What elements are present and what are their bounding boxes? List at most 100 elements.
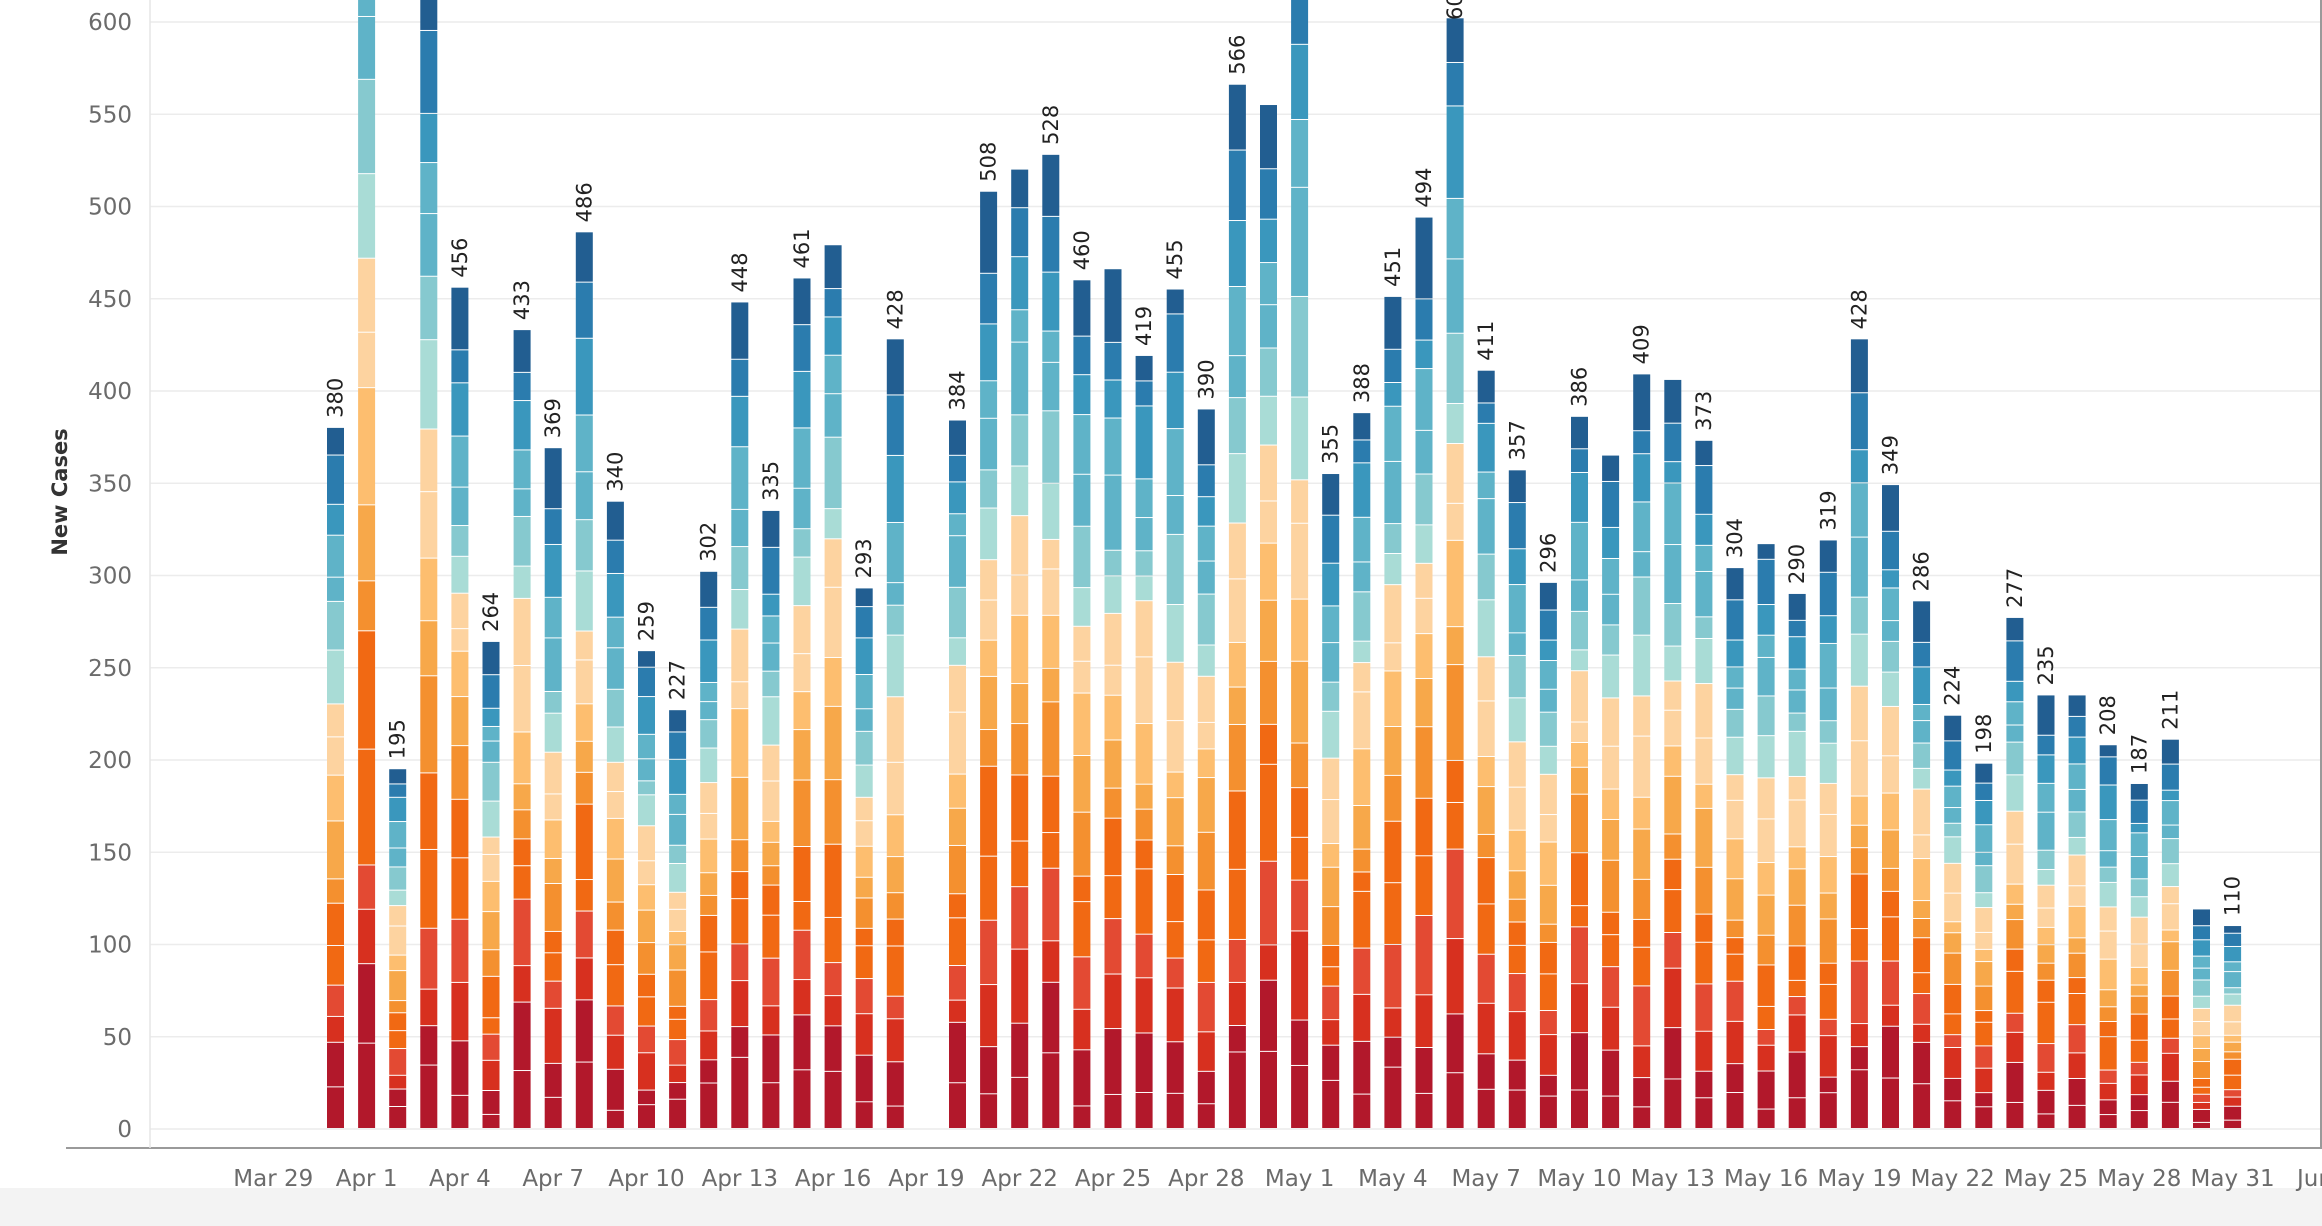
bar-segment: [1726, 775, 1744, 800]
bar-segment: [2006, 742, 2024, 775]
bar-segment: [1353, 1094, 1371, 1128]
bar-segment: [700, 1060, 718, 1083]
bar-segment: [1228, 221, 1246, 287]
bar-segment: [762, 1035, 780, 1083]
bar-segment: [762, 915, 780, 958]
bar-segment: [1602, 1050, 1620, 1096]
x-tick-label: Apr 1: [336, 1166, 398, 1192]
bar-segment: [949, 808, 966, 845]
bar-segment: [2068, 789, 2086, 812]
bar-segment: [1322, 967, 1340, 986]
bar-segment: [1695, 440, 1713, 466]
bar-segment: [1539, 924, 1557, 942]
bar-segment: [1757, 1006, 1775, 1029]
bar-segment: [2224, 1090, 2242, 1097]
bar-segment: [2161, 942, 2179, 970]
bar-segment: [575, 660, 593, 704]
bar-segment: [1633, 431, 1651, 454]
bar-stack: [420, 0, 438, 1128]
bar-segment: [2193, 1109, 2210, 1122]
bar-segment: [1322, 1020, 1340, 1045]
bar-segment: [762, 1006, 780, 1035]
bar-segment: [2006, 1102, 2024, 1128]
bar-segment: [1788, 731, 1806, 776]
bar-segment: [700, 952, 718, 1000]
bar-segment: [1477, 554, 1495, 600]
bar-segment: [855, 1055, 873, 1102]
bar-segment: [1228, 791, 1246, 869]
bar-segment: [389, 906, 407, 926]
bar-segment: [1726, 879, 1744, 920]
bar-segment: [1415, 727, 1433, 798]
bar-stack: [793, 278, 811, 1128]
bar-segment: [606, 1006, 624, 1035]
bar-segment: [1539, 712, 1557, 746]
bar-segment: [1011, 841, 1029, 887]
bar-segment: [420, 928, 438, 989]
bar-segment: [1384, 461, 1402, 524]
bar-segment: [327, 535, 344, 577]
bar-segment: [1104, 788, 1122, 818]
bar-segment: [482, 675, 500, 708]
bar-stack: [762, 510, 780, 1128]
bar-segment: [1508, 787, 1526, 830]
bar-segment: [2130, 967, 2148, 985]
bar-segment: [1788, 1015, 1806, 1052]
bar-segment: [1477, 423, 1495, 472]
bar-segment: [1197, 890, 1215, 940]
bar-stack: [358, 0, 376, 1128]
bar-segment: [1415, 634, 1433, 679]
bar-segment: [1944, 1101, 1962, 1128]
y-axis-title: New Cases: [48, 428, 72, 555]
bar-segment: [1571, 671, 1588, 722]
bar-segment: [1104, 475, 1122, 550]
bar-segment: [2130, 917, 2148, 944]
bar-segment: [575, 1062, 593, 1128]
bar-segment: [1322, 844, 1340, 867]
bar-segment: [1757, 819, 1775, 863]
bar-stack: [949, 420, 966, 1128]
bar-segment: [1695, 738, 1713, 784]
bar-segment: [1166, 496, 1184, 534]
bar-segment: [886, 339, 904, 395]
y-tick-label: 0: [117, 1117, 132, 1143]
bar-segment: [2099, 882, 2117, 907]
bar-segment: [2193, 909, 2210, 926]
bar-segment: [1602, 860, 1620, 912]
bar-segment: [731, 872, 749, 899]
bar-segment: [1291, 44, 1309, 119]
bar-segment: [1726, 938, 1744, 954]
bar-segment: [1228, 642, 1246, 687]
bar-segment: [1975, 763, 1993, 783]
bar-segment: [886, 697, 904, 762]
bar-segment: [1166, 1093, 1184, 1128]
bar-segment: [544, 752, 562, 794]
bar-segment: [1322, 758, 1340, 800]
bar-stack: [1788, 593, 1806, 1128]
bar-segment: [1477, 701, 1495, 756]
bar-segment: [389, 955, 407, 971]
bar-segment: [1944, 786, 1962, 808]
bar-segment: [638, 943, 655, 974]
bar-segment: [949, 845, 966, 894]
bar-segment: [1664, 968, 1682, 1028]
bar-segment: [1508, 633, 1526, 655]
bar-segment: [1291, 1020, 1309, 1065]
bar-segment: [2068, 1105, 2086, 1128]
bar-segment: [2161, 1019, 2179, 1038]
bar-segment: [638, 885, 655, 910]
bar-segment: [1166, 662, 1184, 721]
bar-segment: [1757, 778, 1775, 819]
bar-segment: [1508, 698, 1526, 742]
bar-stack: [1197, 409, 1215, 1128]
bar-segment: [2006, 971, 2024, 1013]
bar-segment: [1913, 704, 1931, 721]
bar-segment: [1260, 980, 1277, 1051]
bar-segment: [980, 418, 998, 470]
bar-segment: [2099, 867, 2117, 882]
bar-segment: [1602, 698, 1620, 746]
bar-segment: [2193, 980, 2210, 996]
bar-stack: [2068, 695, 2086, 1128]
bar-segment: [1633, 797, 1651, 829]
bar-segment: [731, 981, 749, 1027]
